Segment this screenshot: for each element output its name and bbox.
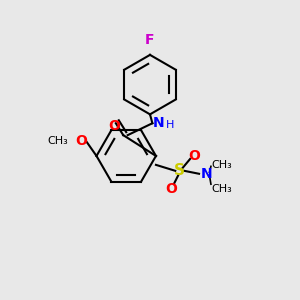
Text: O: O xyxy=(189,149,200,163)
Text: H: H xyxy=(166,120,175,130)
Text: CH₃: CH₃ xyxy=(47,136,68,146)
Text: CH₃: CH₃ xyxy=(211,184,232,194)
Text: O: O xyxy=(165,182,177,196)
Text: CH₃: CH₃ xyxy=(211,160,232,170)
Text: S: S xyxy=(174,163,185,178)
Text: F: F xyxy=(145,34,155,47)
Text: O: O xyxy=(108,119,120,133)
Text: N: N xyxy=(153,116,165,130)
Text: N: N xyxy=(200,167,212,181)
Text: O: O xyxy=(76,134,88,148)
